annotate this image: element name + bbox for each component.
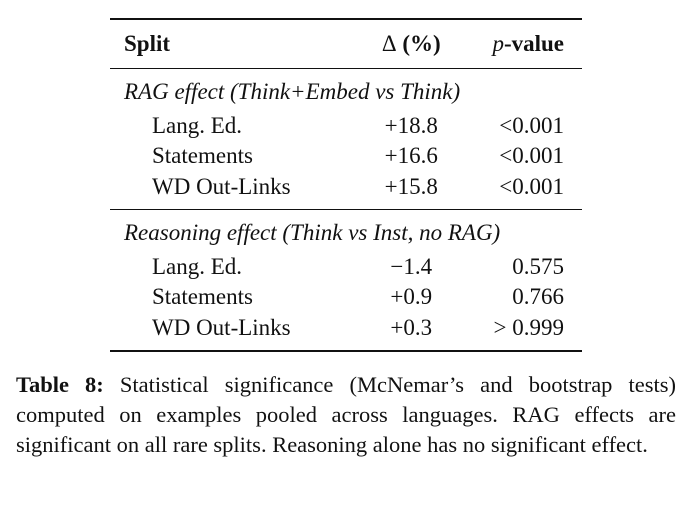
table-row: WD Out-Links +15.8 <0.001 bbox=[110, 171, 582, 210]
caption-label: Table 8: bbox=[16, 372, 104, 397]
row-p-value: 0.575 bbox=[512, 254, 564, 279]
table-caption: Table 8: Statistical significance (McNem… bbox=[16, 370, 676, 460]
row-split: WD Out-Links bbox=[152, 315, 291, 340]
row-split: Statements bbox=[152, 284, 253, 309]
row-p-value: <0.001 bbox=[499, 143, 564, 168]
row-delta: −1.4 bbox=[390, 254, 433, 279]
row-delta: +0.9 bbox=[390, 284, 433, 309]
row-p-value: <0.001 bbox=[499, 174, 564, 199]
header-split: Split bbox=[124, 31, 171, 56]
delta-unit: (%) bbox=[402, 31, 441, 56]
row-delta: +15.8 bbox=[384, 174, 438, 199]
row-p-value: <0.001 bbox=[499, 113, 564, 138]
row-delta: +0.3 bbox=[390, 315, 433, 340]
table-row: Statements +0.9 0.766 bbox=[110, 282, 582, 312]
table-row: Lang. Ed. +18.8 <0.001 bbox=[110, 111, 582, 141]
group-title-reasoning: Reasoning effect (Think vs Inst, no RAG) bbox=[124, 220, 501, 245]
header-delta: Δ (%) bbox=[369, 19, 453, 69]
p-variable: p bbox=[492, 31, 504, 56]
row-split: Statements bbox=[152, 143, 253, 168]
group-title-row: Reasoning effect (Think vs Inst, no RAG) bbox=[110, 209, 582, 253]
row-delta: +16.6 bbox=[384, 143, 438, 168]
results-table-container: Split Δ (%) p-value RAG effect (Think+Em… bbox=[110, 18, 582, 352]
delta-symbol: Δ bbox=[381, 31, 397, 56]
p-suffix: -value bbox=[503, 31, 564, 56]
row-split: Lang. Ed. bbox=[152, 113, 243, 138]
table-row: Lang. Ed. −1.4 0.575 bbox=[110, 252, 582, 282]
header-row: Split Δ (%) p-value bbox=[110, 19, 582, 69]
table-row: WD Out-Links +0.3 > 0.999 bbox=[110, 312, 582, 351]
caption-text: Statistical significance (McNemar’s and … bbox=[16, 372, 677, 457]
group-title-rag: RAG effect (Think+Embed vs Think) bbox=[124, 79, 461, 104]
header-p-value: p-value bbox=[453, 19, 582, 69]
row-delta: +18.8 bbox=[384, 113, 438, 138]
table-row: Statements +16.6 <0.001 bbox=[110, 141, 582, 171]
row-split: WD Out-Links bbox=[152, 174, 291, 199]
significance-table: Split Δ (%) p-value RAG effect (Think+Em… bbox=[110, 18, 582, 352]
row-p-value: 0.766 bbox=[512, 284, 564, 309]
row-p-value: > 0.999 bbox=[493, 315, 564, 340]
row-split: Lang. Ed. bbox=[152, 254, 243, 279]
group-title-row: RAG effect (Think+Embed vs Think) bbox=[110, 68, 582, 112]
